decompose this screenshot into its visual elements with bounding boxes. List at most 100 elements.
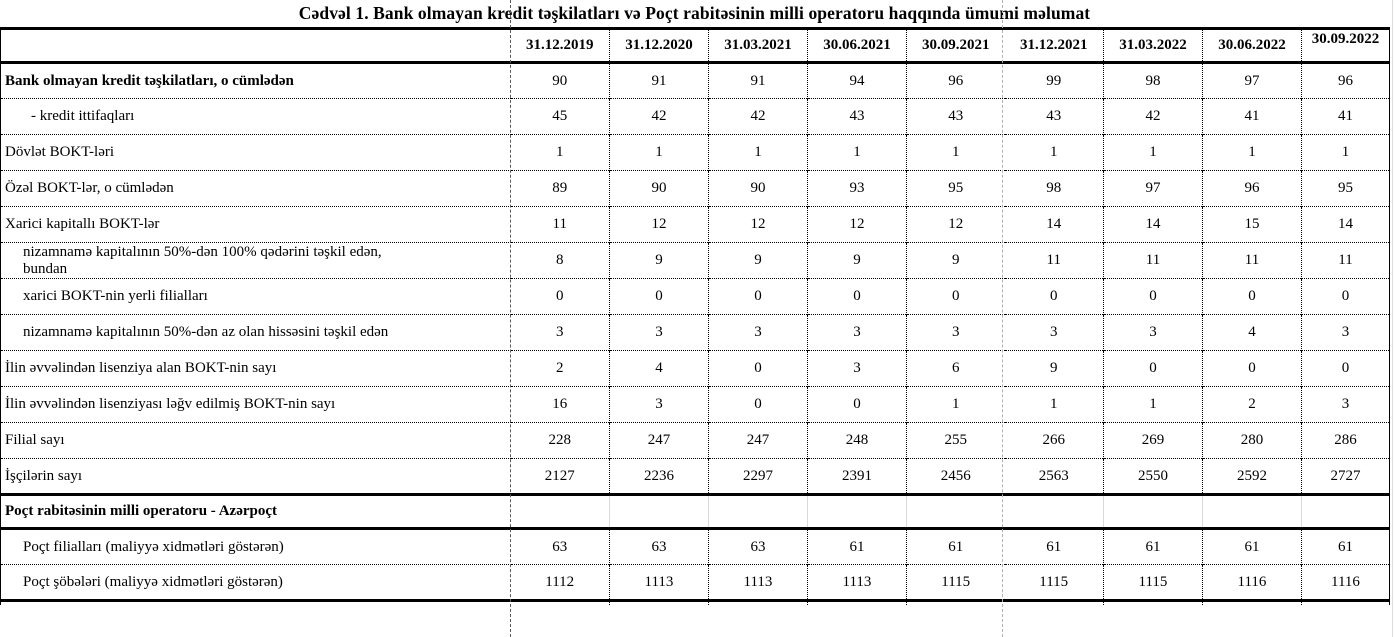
column-header: 31.03.2021 — [708, 28, 808, 64]
page-break-line — [1002, 0, 1003, 637]
corner-cell — [0, 28, 511, 64]
data-cell: 9 — [807, 242, 907, 279]
data-cell: 3 — [906, 314, 1005, 351]
data-cell: 15 — [1202, 206, 1302, 243]
data-cell: 1 — [1004, 386, 1104, 423]
data-cell: 3 — [1301, 314, 1390, 351]
data-cell: 0 — [708, 386, 808, 423]
data-cell: 89 — [510, 170, 610, 207]
data-cell: 42 — [609, 98, 709, 135]
data-cell: 2456 — [906, 458, 1005, 495]
data-cell — [1301, 493, 1390, 530]
data-cell: 91 — [708, 62, 808, 99]
data-cell: 1 — [807, 134, 907, 171]
data-cell: 97 — [1103, 170, 1203, 207]
data-cell: 286 — [1301, 422, 1390, 459]
grid-strip-cell — [1, 601, 511, 605]
grid-strip-cell — [1103, 600, 1203, 605]
data-cell: 6 — [906, 350, 1005, 387]
data-cell: 12 — [906, 206, 1005, 243]
data-cell: 2727 — [1301, 458, 1390, 495]
data-cell: 3 — [708, 314, 808, 351]
grid-strip-cell — [1202, 600, 1302, 605]
data-cell: 0 — [708, 350, 808, 387]
data-cell: 98 — [1103, 62, 1203, 99]
data-cell: 0 — [1004, 278, 1104, 315]
data-cell: 42 — [708, 98, 808, 135]
data-cell — [609, 493, 709, 530]
grid-strip-cell — [609, 600, 709, 605]
data-cell: 9 — [609, 242, 709, 279]
data-cell: 14 — [1103, 206, 1203, 243]
data-cell: 90 — [609, 170, 709, 207]
table-title: Cədvəl 1. Bank olmayan kredit təşkilatla… — [298, 3, 1091, 23]
data-cell: 4 — [1202, 314, 1302, 351]
data-cell: 1113 — [807, 564, 907, 602]
data-cell: 1116 — [1301, 564, 1390, 602]
data-cell: 63 — [552, 538, 568, 555]
row-label: Xarici kapitallı BOKT-lər — [0, 206, 511, 243]
data-cell: 61 — [1046, 538, 1062, 555]
data-cell: 11 — [1301, 242, 1390, 279]
row-label: Poçt filialları (maliyyə xidmətləri göst… — [23, 538, 284, 555]
table-row: Xarici kapitallı BOKT-lər 11 12 12 12 12 14 14 1… — [0, 206, 1390, 243]
row-label: - kredit ittifaqları — [0, 98, 511, 135]
data-cell: 14 — [1301, 206, 1390, 243]
data-cell: 8 — [510, 242, 610, 279]
data-cell: 1 — [906, 386, 1005, 423]
row-label: İşçilərin sayı — [0, 458, 511, 495]
data-cell: 4 — [609, 350, 709, 387]
data-cell: 0 — [609, 278, 709, 315]
data-cell: 1113 — [609, 564, 709, 602]
table-row: İlin əvvəlindən lisenziya alan BOKT-nin … — [0, 350, 1390, 387]
data-cell: 2550 — [1103, 458, 1203, 495]
data-cell: 2127 — [510, 458, 610, 495]
column-header: 30.09.2022 — [1301, 28, 1390, 64]
data-cell: 266 — [1004, 422, 1104, 459]
data-cell: 1 — [510, 134, 610, 171]
data-cell: 0 — [1103, 350, 1203, 387]
table-row: Dövlət BOKT-ləri 1 1 1 1 1 1 1 1 1 — [0, 134, 1390, 171]
data-cell — [807, 493, 907, 530]
data-cell: 94 — [807, 62, 907, 99]
data-cell: 247 — [708, 422, 808, 459]
column-header: 30.06.2021 — [807, 28, 907, 64]
data-cell: 1 — [708, 134, 808, 171]
data-cell: 16 — [510, 386, 610, 423]
data-cell: 269 — [1103, 422, 1203, 459]
data-cell: 0 — [807, 386, 907, 423]
data-cell: 96 — [1202, 170, 1302, 207]
grid-strip-cell — [708, 600, 808, 605]
data-cell: 61 — [1103, 528, 1203, 565]
data-cell: 90 — [552, 72, 568, 89]
data-cell: 1 — [1103, 134, 1203, 171]
data-cell: 3 — [609, 314, 709, 351]
data-cell: 96 — [1301, 62, 1390, 99]
data-cell: 1112 — [510, 564, 610, 602]
data-cell — [1004, 493, 1104, 530]
table-row: nizamnamə kapitalının 50%-dən 100% qədər… — [0, 242, 1390, 279]
data-cell: 228 — [510, 422, 610, 459]
grid-strip-cell — [906, 600, 1005, 605]
column-header: 31.03.2022 — [1103, 28, 1203, 64]
data-cell: 3 — [807, 350, 907, 387]
data-cell: 247 — [609, 422, 709, 459]
data-cell: 0 — [807, 278, 907, 315]
row-label: nizamnamə kapitalının 50%-dən 100% qədər… — [0, 242, 511, 279]
table-row: Bank olmayan kredit təşkilatları, o cüml… — [1, 62, 1390, 99]
data-cell: 1 — [1301, 134, 1390, 171]
column-header: 30.09.2021 — [906, 28, 1005, 64]
row-label: Özəl BOKT-lər, o cümlədən — [0, 170, 511, 207]
table-row: Özəl BOKT-lər, o cümlədən 89 90 90 93 95 98 97 9… — [0, 170, 1390, 207]
column-header: 30.06.2022 — [1202, 28, 1302, 64]
data-cell: 2 — [1202, 386, 1302, 423]
grid-strip-cell — [807, 600, 907, 605]
row-label: Poçt şöbələri (maliyyə xidmətləri göstər… — [0, 564, 511, 602]
data-cell: 63 — [609, 528, 709, 565]
column-header: 31.12.2019 — [510, 28, 610, 64]
data-cell: 96 — [906, 62, 1005, 99]
row-label: Poçt rabitəsinin milli operatoru - Azərp… — [0, 493, 511, 530]
data-cell: 12 — [609, 206, 709, 243]
data-cell: 3 — [609, 386, 709, 423]
grid-strip-cell — [511, 601, 610, 605]
